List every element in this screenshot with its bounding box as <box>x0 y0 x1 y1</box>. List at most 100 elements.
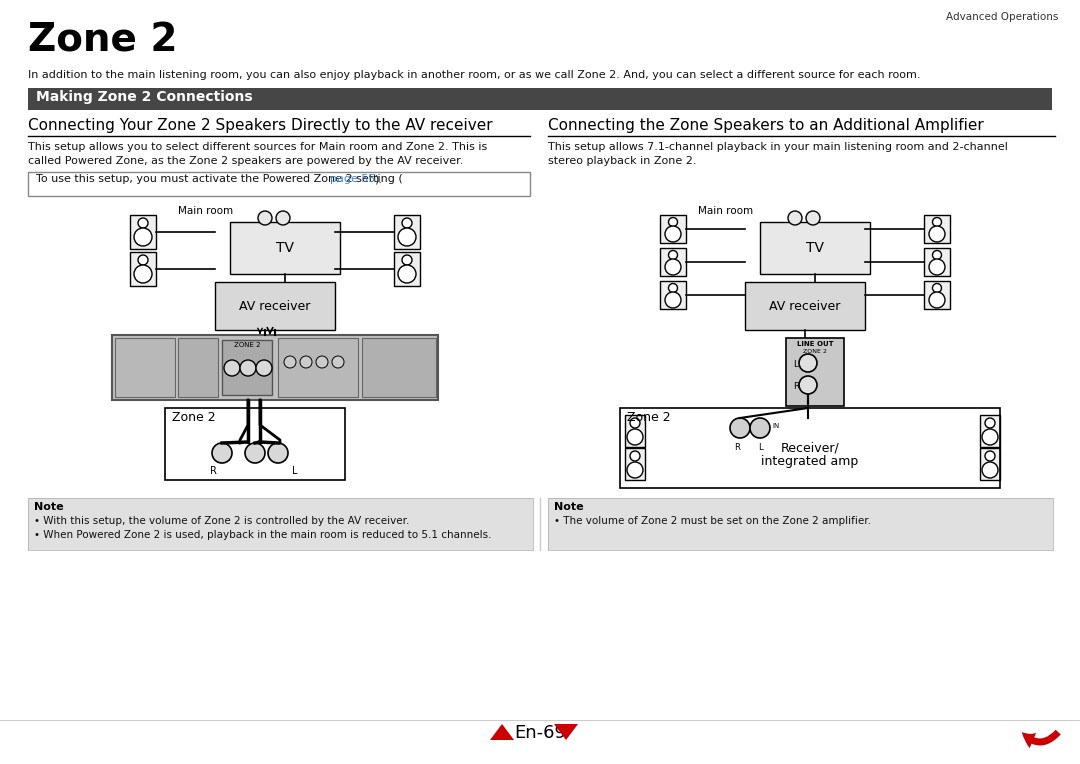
Circle shape <box>138 255 148 265</box>
Bar <box>362 338 436 397</box>
Bar <box>130 252 156 286</box>
Text: ZONE 2: ZONE 2 <box>233 342 260 348</box>
Circle shape <box>982 429 998 445</box>
Circle shape <box>982 462 998 478</box>
Text: This setup allows 7.1-channel playback in your main listening room and 2-channel: This setup allows 7.1-channel playback i… <box>548 142 1008 152</box>
Circle shape <box>669 251 677 260</box>
Text: Zone 2: Zone 2 <box>172 411 216 424</box>
Bar <box>660 248 686 276</box>
Text: Zone 2: Zone 2 <box>28 22 177 60</box>
Text: In addition to the main listening room, you can also enjoy playback in another r: In addition to the main listening room, … <box>28 70 920 80</box>
Bar <box>620 408 1000 488</box>
Text: This setup allows you to select different sources for Main room and Zone 2. This: This setup allows you to select differen… <box>28 142 487 152</box>
Bar <box>625 448 645 480</box>
Text: R: R <box>734 443 740 452</box>
Text: Main room: Main room <box>698 206 753 216</box>
Bar <box>786 338 843 406</box>
Bar <box>28 498 534 550</box>
Bar <box>230 222 340 274</box>
Bar <box>28 172 530 196</box>
Circle shape <box>929 259 945 275</box>
Polygon shape <box>554 724 578 740</box>
Text: LINE OUT: LINE OUT <box>797 341 834 347</box>
Circle shape <box>730 418 750 438</box>
Circle shape <box>932 218 942 226</box>
Text: ).: ). <box>374 174 382 184</box>
Text: Main room: Main room <box>178 206 233 216</box>
Circle shape <box>630 418 640 428</box>
Polygon shape <box>490 724 514 740</box>
Circle shape <box>268 443 288 463</box>
Text: Connecting Your Zone 2 Speakers Directly to the AV receiver: Connecting Your Zone 2 Speakers Directly… <box>28 118 492 133</box>
Circle shape <box>284 356 296 368</box>
Circle shape <box>399 265 416 283</box>
Circle shape <box>224 360 240 376</box>
Bar <box>924 215 950 243</box>
Bar <box>178 338 218 397</box>
Circle shape <box>240 360 256 376</box>
Text: L: L <box>793 360 798 369</box>
Text: R: R <box>793 382 799 391</box>
Circle shape <box>138 218 148 228</box>
Text: AV receiver: AV receiver <box>769 299 840 312</box>
Bar <box>924 281 950 309</box>
Text: Making Zone 2 Connections: Making Zone 2 Connections <box>36 90 253 104</box>
Circle shape <box>402 255 411 265</box>
Text: R: R <box>210 466 216 476</box>
Circle shape <box>806 211 820 225</box>
Text: Receiver/: Receiver/ <box>781 442 839 455</box>
Text: Connecting the Zone Speakers to an Additional Amplifier: Connecting the Zone Speakers to an Addit… <box>548 118 984 133</box>
Circle shape <box>332 356 345 368</box>
Circle shape <box>669 218 677 226</box>
Circle shape <box>399 228 416 246</box>
Bar <box>28 498 534 550</box>
Circle shape <box>630 451 640 461</box>
Bar <box>548 498 1053 550</box>
Circle shape <box>627 462 643 478</box>
Circle shape <box>929 226 945 242</box>
Bar <box>112 335 438 400</box>
Bar <box>660 215 686 243</box>
Circle shape <box>985 451 995 461</box>
Circle shape <box>750 418 770 438</box>
Text: page 55: page 55 <box>330 174 376 184</box>
Text: ZONE 2: ZONE 2 <box>804 349 827 354</box>
Bar <box>215 282 335 330</box>
Text: • With this setup, the volume of Zone 2 is controlled by the AV receiver.: • With this setup, the volume of Zone 2 … <box>33 516 409 526</box>
Bar <box>548 498 1053 550</box>
Circle shape <box>799 376 816 394</box>
FancyArrowPatch shape <box>1022 730 1061 748</box>
Text: TV: TV <box>806 241 824 255</box>
Circle shape <box>258 211 272 225</box>
Text: L: L <box>293 466 298 476</box>
Text: • When Powered Zone 2 is used, playback in the main room is reduced to 5.1 chann: • When Powered Zone 2 is used, playback … <box>33 530 491 540</box>
Circle shape <box>212 443 232 463</box>
Bar <box>165 408 345 480</box>
Text: Advanced Operations: Advanced Operations <box>946 12 1058 22</box>
Bar <box>745 282 865 330</box>
Circle shape <box>929 292 945 308</box>
Circle shape <box>134 265 152 283</box>
Bar <box>130 215 156 249</box>
Bar <box>114 338 175 397</box>
Circle shape <box>669 283 677 293</box>
Bar <box>28 88 1052 110</box>
Bar <box>625 415 645 447</box>
Circle shape <box>402 218 411 228</box>
Bar <box>222 340 272 395</box>
Text: AV receiver: AV receiver <box>240 299 311 312</box>
Circle shape <box>985 418 995 428</box>
Text: TV: TV <box>276 241 294 255</box>
Circle shape <box>134 228 152 246</box>
Text: To use this setup, you must activate the Powered Zone 2 setting (: To use this setup, you must activate the… <box>36 174 409 184</box>
Text: • The volume of Zone 2 must be set on the Zone 2 amplifier.: • The volume of Zone 2 must be set on th… <box>554 516 870 526</box>
Text: Zone 2: Zone 2 <box>627 411 671 424</box>
Bar <box>980 448 1000 480</box>
Circle shape <box>788 211 802 225</box>
Circle shape <box>932 283 942 293</box>
Bar <box>924 248 950 276</box>
Text: Note: Note <box>554 502 583 512</box>
Circle shape <box>316 356 328 368</box>
Text: stereo playback in Zone 2.: stereo playback in Zone 2. <box>548 156 697 166</box>
Bar <box>394 252 420 286</box>
